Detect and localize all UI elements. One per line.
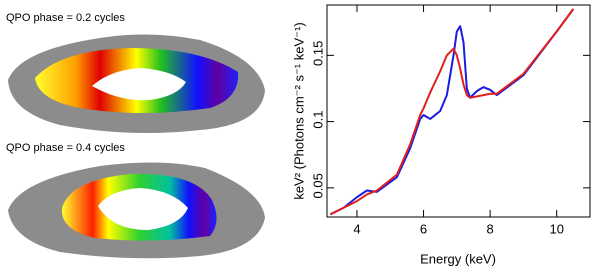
disk-bottom xyxy=(8,162,265,259)
panel-label: QPO phase = 0.4 cycles xyxy=(6,142,125,154)
data-line xyxy=(329,8,575,216)
y-axis-label: keV² (Photons cm⁻² s⁻¹ keV⁻¹) xyxy=(291,22,306,199)
y-tick-label: 0.15 xyxy=(310,41,325,66)
plot: 4 6 8 10 0.05 0.1 0.15 xyxy=(310,4,591,236)
y-tick-label: 0.05 xyxy=(310,173,325,198)
x-tick-label: 10 xyxy=(549,221,563,236)
x-tick-label: 8 xyxy=(487,221,494,236)
y-tick-label: 0.1 xyxy=(310,111,325,129)
panel-label: QPO phase = 0.2 cycles xyxy=(6,12,125,24)
plot-frame xyxy=(326,4,591,218)
disk-top xyxy=(8,34,265,134)
x-tick-label: 4 xyxy=(353,221,360,236)
x-axis-label: Energy (keV) xyxy=(420,251,496,266)
x-tick-label: 6 xyxy=(420,221,427,236)
data-line xyxy=(329,8,575,216)
